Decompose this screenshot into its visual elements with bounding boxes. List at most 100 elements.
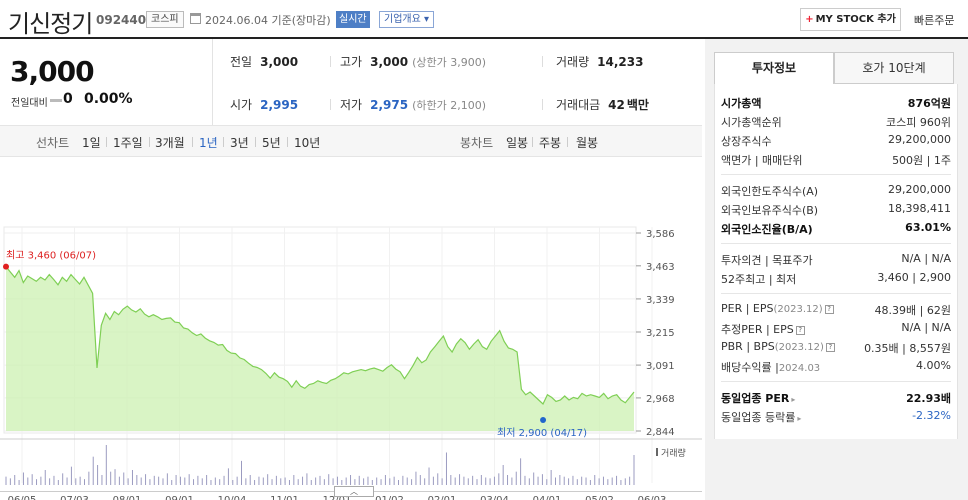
stock-header: 기신정기 092440 코스피 2024.06.04 기준(장마감) 실시간 기… xyxy=(0,0,968,40)
low-marker xyxy=(540,417,547,424)
info-key-text: PER | EPS xyxy=(721,302,774,315)
prev-close-label: 전일 xyxy=(230,55,253,69)
add-mystock-button[interactable]: + MY STOCK 추가 xyxy=(800,8,901,31)
info-key-text: 동일업종 등락률 xyxy=(721,411,796,424)
arrow-right-icon[interactable]: ▸ xyxy=(791,395,796,404)
x-tick-label: 03/04 xyxy=(480,495,509,500)
info-key: 시가총액순위 xyxy=(721,114,782,130)
period-3y[interactable]: 3년 xyxy=(230,136,249,150)
y-tick-label: 3,586 xyxy=(646,229,675,240)
period-bar: 선차트 1일 1주일 3개월 1년 3년 5년 10년 봉차트 일봉 주봉 월봉 xyxy=(0,125,702,157)
realtime-button[interactable]: 실시간 xyxy=(336,11,370,28)
stock-name: 기신정기 xyxy=(8,10,93,38)
candle-daily[interactable]: 일봉 xyxy=(506,136,529,150)
chart-panel: 3,000 전일대비 0 0.00% 전일 3,000 고가 3,000 (상한가 3… xyxy=(0,39,702,500)
period-3m[interactable]: 3개월 xyxy=(155,136,185,150)
help-icon[interactable]: ? xyxy=(825,343,835,352)
info-key: 동일업종 PER ▸ xyxy=(721,390,795,406)
low-label: 저가 xyxy=(340,98,363,112)
y-tick-label: 3,091 xyxy=(646,361,675,372)
no-change-icon xyxy=(50,99,62,102)
period-5y[interactable]: 5년 xyxy=(262,136,281,150)
price-area xyxy=(6,266,634,431)
amount-unit: 백만 xyxy=(626,98,649,112)
help-icon[interactable]: ? xyxy=(824,305,834,314)
price-chart[interactable]: 3,586 3,463 3,339 3,215 3,091 2,968 2,844 최고 3… xyxy=(0,157,702,500)
info-key-text: 배당수익률 | xyxy=(721,361,779,374)
tab-investment-info[interactable]: 투자정보 xyxy=(714,52,834,84)
info-row: 52주최고 | 최저 3,460 | 2,900 xyxy=(721,271,951,289)
period-1d[interactable]: 1일 xyxy=(82,136,101,150)
x-tick-label: 06/03 xyxy=(638,495,667,500)
company-overview-button[interactable]: 기업개요 ▾ xyxy=(379,11,434,28)
info-key: PER | EPS(2023.12)? xyxy=(721,302,834,315)
divider xyxy=(721,381,951,382)
candle-weekly[interactable]: 주봉 xyxy=(539,136,562,150)
amount-label: 거래대금 xyxy=(556,98,601,112)
volume-label: 거래량 xyxy=(556,55,590,69)
y-tick-label: 3,463 xyxy=(646,262,675,273)
info-key: 외국인한도주식수(A) xyxy=(721,183,818,199)
change-value: 0 xyxy=(63,91,73,107)
period-1w[interactable]: 1주일 xyxy=(113,136,143,150)
info-key-text: 상장주식수 xyxy=(721,135,772,148)
info-row: 외국인소진율(B/A) 63.01% xyxy=(721,221,951,239)
info-key-text: 외국인한도주식수(A) xyxy=(721,185,819,198)
y-tick-label: 3,339 xyxy=(646,295,675,306)
x-tick-label: 09/01 xyxy=(165,495,194,500)
market-badge: 코스피 xyxy=(146,11,184,28)
open-label: 시가 xyxy=(230,98,253,112)
x-tick-label: 04/01 xyxy=(533,495,562,500)
calendar-icon xyxy=(190,13,201,24)
period-10y[interactable]: 10년 xyxy=(294,136,321,150)
help-icon[interactable]: ? xyxy=(795,326,805,335)
info-row: 외국인한도주식수(A) 29,200,000 xyxy=(721,183,951,201)
change-percent: 0.00% xyxy=(84,91,133,107)
volume: 거래량 14,233 xyxy=(556,53,643,70)
divider xyxy=(212,39,213,125)
info-row: 상장주식수 29,200,000 xyxy=(721,133,951,151)
divider xyxy=(223,137,224,147)
high-label: 최고 3,460 (06/07) xyxy=(6,250,96,262)
y-tick-label: 2,844 xyxy=(646,427,675,438)
period-1y[interactable]: 1년 xyxy=(199,136,218,150)
stock-code: 092440 xyxy=(96,13,147,27)
info-key-text: 52주최고 | 최저 xyxy=(721,273,797,286)
info-row: 배당수익률 |2024.03 4.00% xyxy=(721,359,951,377)
plus-icon: + xyxy=(805,14,814,25)
header-divider xyxy=(0,37,968,39)
info-value: 0.35배 | 8,557원 xyxy=(864,342,951,355)
quick-order-button[interactable]: 빠른주문 xyxy=(914,14,955,27)
high-marker xyxy=(3,263,9,270)
lower-limit: (하한가 2,100) xyxy=(412,99,486,112)
arrow-right-icon[interactable]: ▸ xyxy=(797,414,802,423)
info-row: 추정PER | EPS? N/A | N/A xyxy=(721,321,951,339)
info-key-sub: (2023.12) xyxy=(774,342,824,353)
info-key-sub: 2024.03 xyxy=(778,363,821,374)
info-key: 52주최고 | 최저 xyxy=(721,271,796,287)
divider xyxy=(106,137,107,147)
y-tick-label: 3,215 xyxy=(646,328,675,339)
info-value: 48.39배 | 62원 xyxy=(874,304,951,317)
investment-info-box: 시가총액 876억원 시가총액순위 코스피 960위 상장주식수 29,200,000 액면… xyxy=(714,84,958,439)
chart-collapse-handle[interactable]: ︿ xyxy=(334,486,374,497)
x-tick-label: 12/01 xyxy=(323,495,352,500)
trade-amount: 거래대금 42 백만 xyxy=(556,96,649,113)
y-tick-label: 2,968 xyxy=(646,394,675,405)
info-panel: 투자정보 호가 10단계 시가총액 876억원 시가총액순위 코스피 960위 상장주식… xyxy=(705,39,968,500)
open-value: 2,995 xyxy=(260,98,299,112)
divider xyxy=(567,137,568,147)
info-value: 29,200,000 xyxy=(888,183,951,196)
candle-chart-label: 봉차트 xyxy=(460,136,494,150)
change-label: 전일대비 xyxy=(11,98,48,109)
tab-orderbook[interactable]: 호가 10단계 xyxy=(834,52,954,84)
volume-label: 거래량 xyxy=(661,447,686,459)
divider xyxy=(721,174,951,175)
info-key: 배당수익률 |2024.03 xyxy=(721,359,820,375)
upper-limit: (상한가 3,900) xyxy=(412,56,486,69)
info-key-text: 외국인소진율(B/A) xyxy=(721,223,813,236)
info-key: 시가총액 xyxy=(721,95,761,111)
info-value: N/A | N/A xyxy=(901,252,951,265)
candle-monthly[interactable]: 월봉 xyxy=(576,136,599,150)
divider xyxy=(532,137,533,147)
